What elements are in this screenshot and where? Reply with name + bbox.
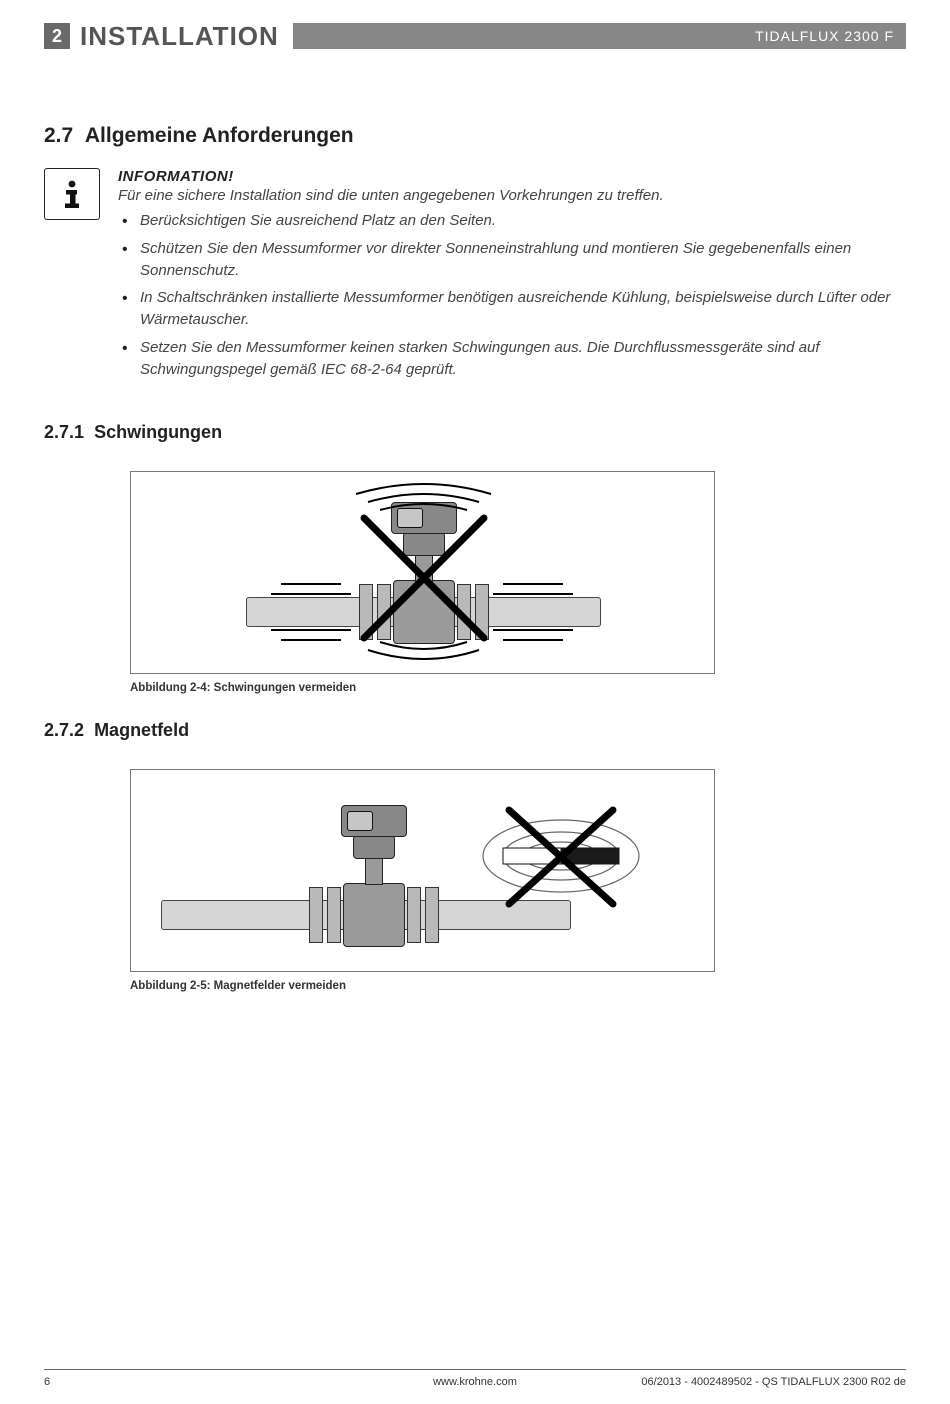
figure-2-wrap: Abbildung 2-5: Magnetfelder vermeiden [130, 769, 906, 992]
info-intro: Für eine sichere Installation sind die u… [118, 187, 906, 204]
chapter-number: 2 [52, 26, 62, 47]
figure-1-box [130, 471, 715, 674]
info-icon-box [44, 168, 100, 220]
figure-2-caption: Abbildung 2-5: Magnetfelder vermeiden [130, 980, 906, 992]
figure-2-box [130, 769, 715, 972]
list-item: In Schaltschränken installierte Messumfo… [118, 287, 906, 331]
subsection-heading: 2.7.2 Magnetfeld [44, 720, 906, 741]
footer-docref: 06/2013 - 4002489502 - QS TIDALFLUX 2300… [641, 1376, 906, 1388]
subsection-heading: 2.7.1 Schwingungen [44, 422, 906, 443]
subsection-number: 2.7.2 [44, 720, 84, 740]
product-name: TIDALFLUX 2300 F [755, 28, 894, 44]
section-title: Allgemeine Anforderungen [85, 124, 354, 147]
list-item: Schützen Sie den Messumformer vor direkt… [118, 238, 906, 282]
info-bullet-list: Berücksichtigen Sie ausreichend Platz an… [118, 210, 906, 380]
info-icon [55, 177, 89, 211]
subsection-title: Magnetfeld [94, 720, 189, 740]
chapter-number-box: 2 [44, 23, 70, 49]
page-number: 6 [44, 1376, 50, 1388]
section-heading: 2.7 Allgemeine Anforderungen [44, 124, 906, 148]
information-block: INFORMATION! Für eine sichere Installati… [44, 168, 906, 386]
figure-1-svg [131, 472, 716, 675]
subsection-title: Schwingungen [94, 422, 222, 442]
list-item: Setzen Sie den Messumformer keinen stark… [118, 337, 906, 381]
info-text: INFORMATION! Für eine sichere Installati… [118, 168, 906, 386]
figure-2-svg [131, 770, 716, 973]
section-number: 2.7 [44, 124, 73, 147]
figure-1-wrap: Abbildung 2-4: Schwingungen vermeiden [130, 471, 906, 694]
chapter-title: INSTALLATION [80, 21, 279, 52]
page-footer: 6 www.krohne.com 06/2013 - 4002489502 - … [44, 1369, 906, 1388]
header-bar: TIDALFLUX 2300 F [293, 23, 906, 49]
subsection-number: 2.7.1 [44, 422, 84, 442]
list-item: Berücksichtigen Sie ausreichend Platz an… [118, 210, 906, 232]
info-heading: INFORMATION! [118, 168, 906, 185]
figure-1-caption: Abbildung 2-4: Schwingungen vermeiden [130, 682, 906, 694]
page-header: 2 INSTALLATION TIDALFLUX 2300 F [44, 22, 906, 50]
footer-url: www.krohne.com [433, 1376, 517, 1388]
